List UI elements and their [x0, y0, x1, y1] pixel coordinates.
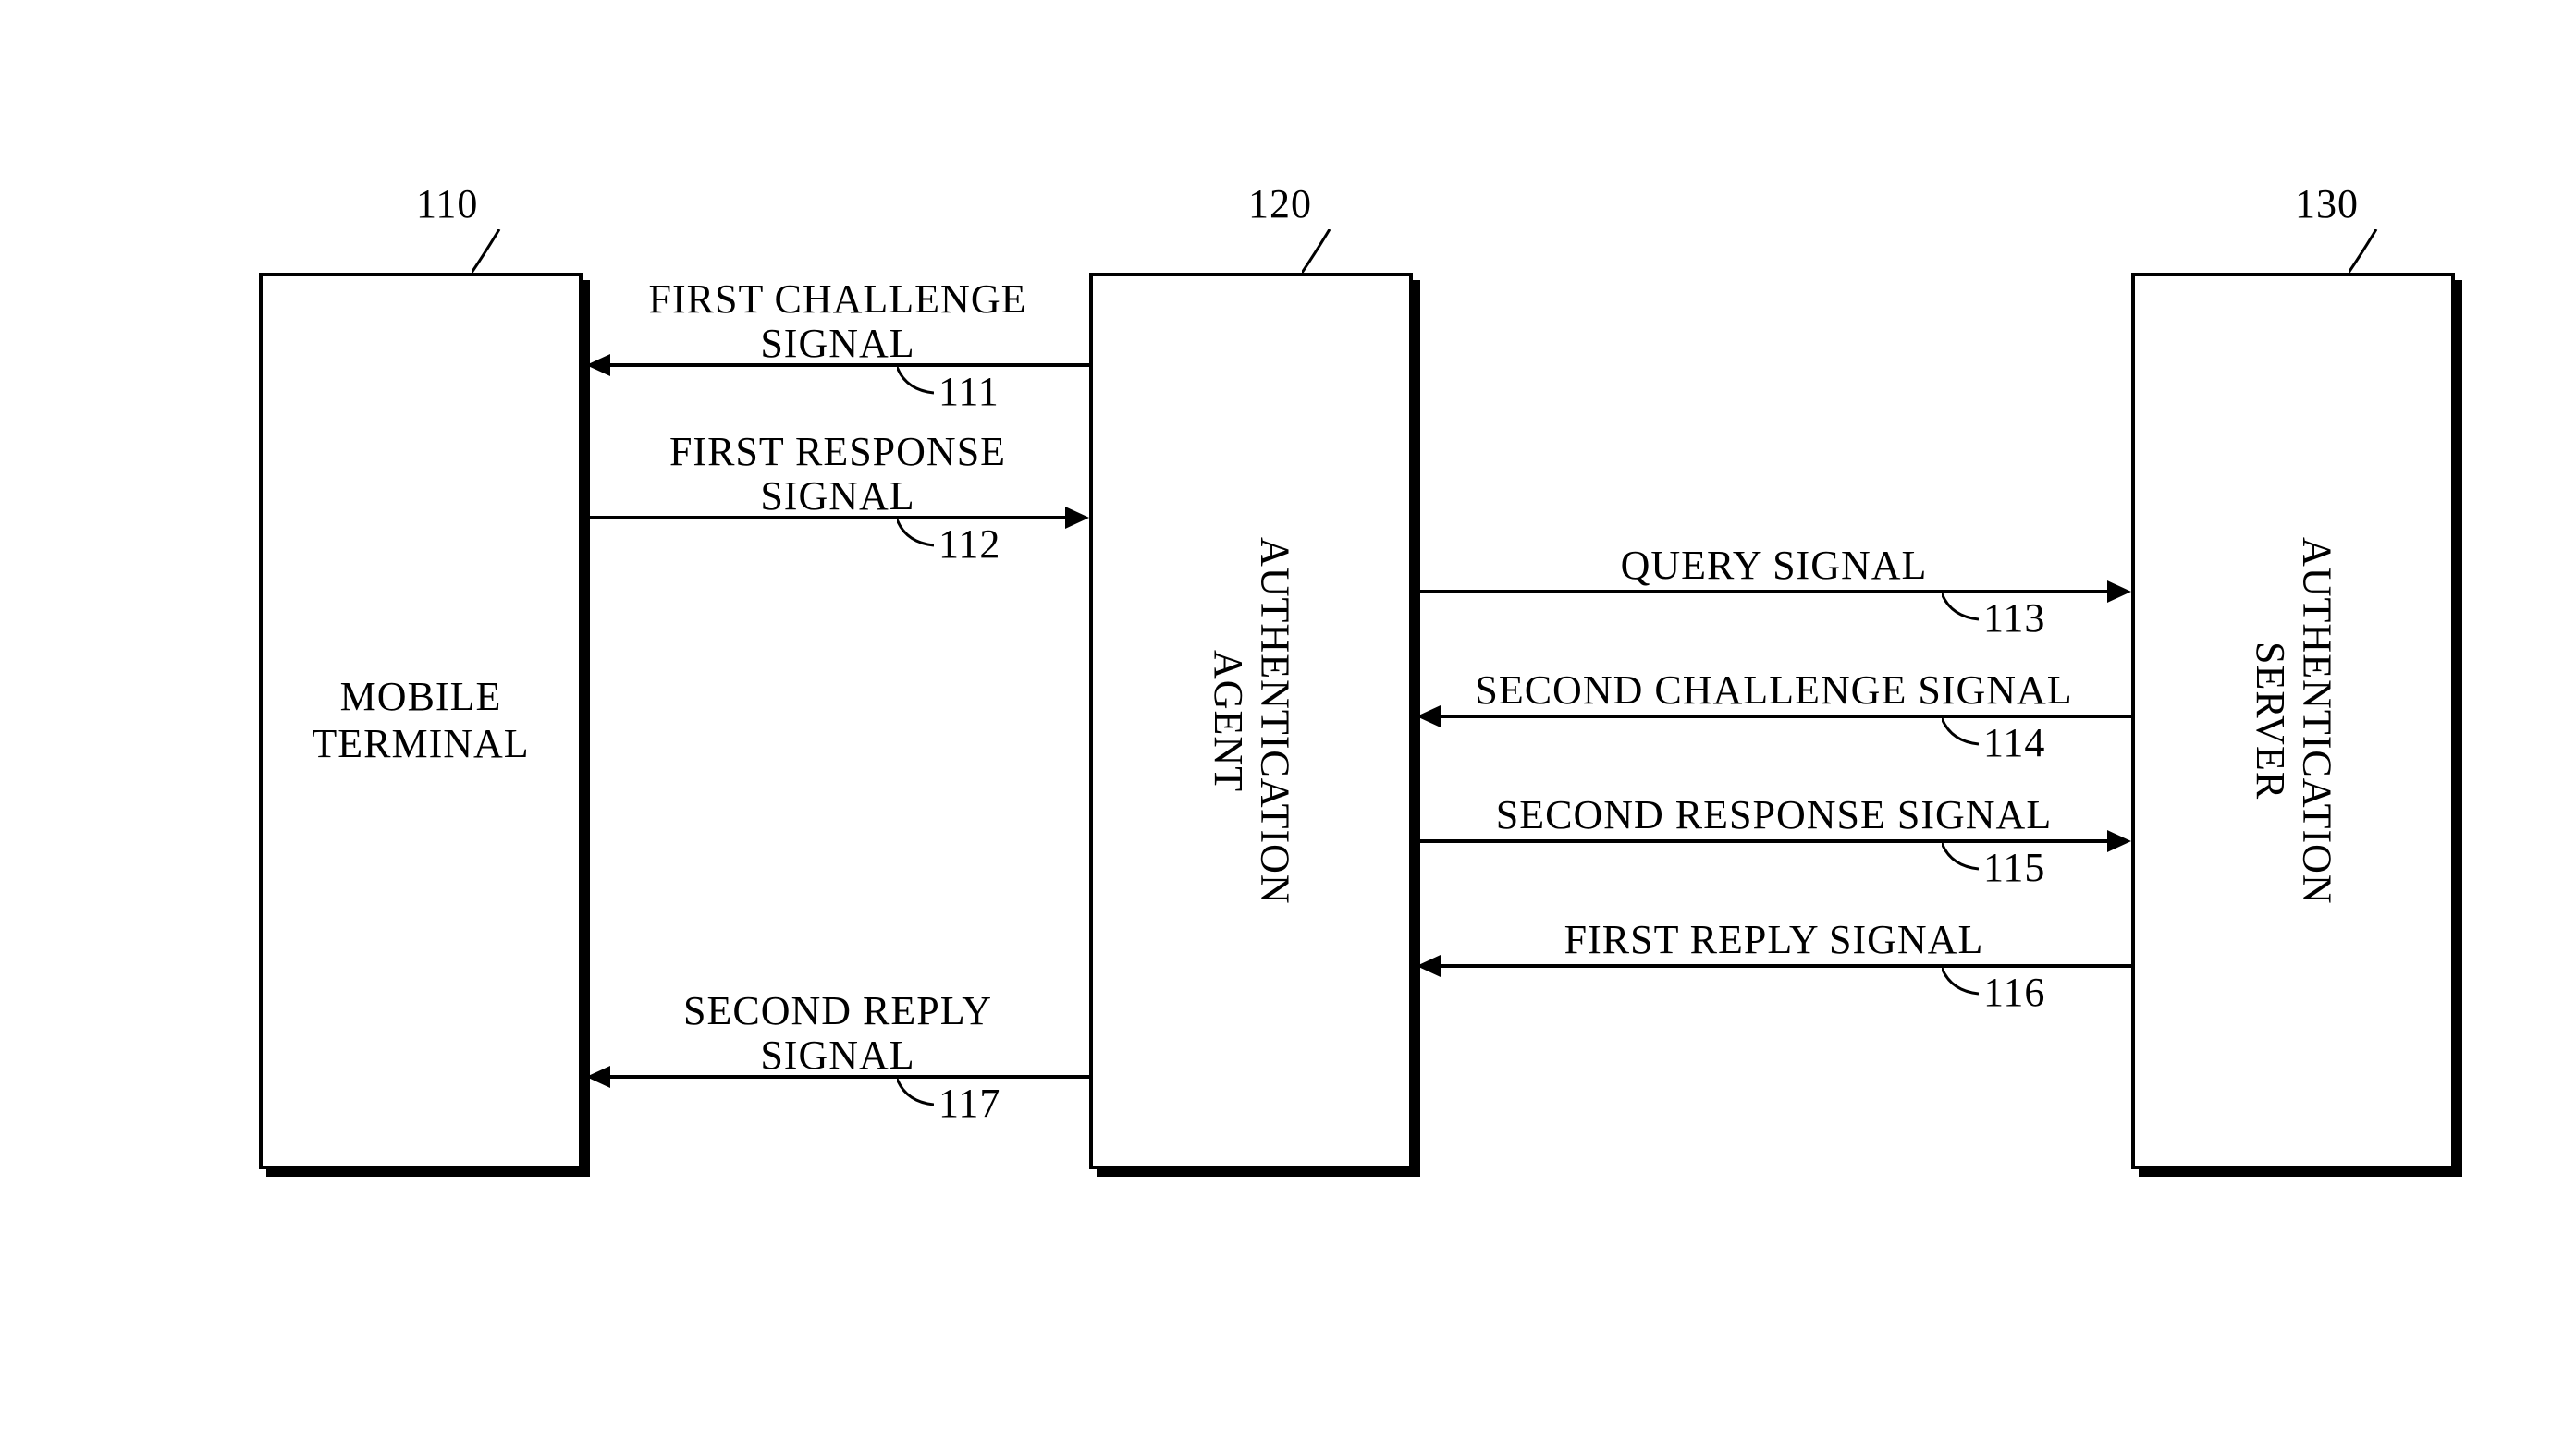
arrow-112-l2: SIGNAL: [760, 473, 914, 519]
arrow-113-line: [1417, 590, 2107, 593]
ref-114: 114: [1983, 719, 2045, 766]
arrow-117-l2: SIGNAL: [760, 1032, 914, 1078]
ref-curve-115: [1942, 843, 1979, 871]
ref-curve-111: [897, 367, 934, 395]
ref-curve-114: [1942, 718, 1979, 746]
arrow-112-label: FIRST RESPONSE SIGNAL: [586, 430, 1089, 519]
box-label-130-l2: SERVER: [2248, 641, 2293, 800]
ref-curve-113: [1942, 593, 1979, 621]
ref-113: 113: [1983, 594, 2045, 641]
box-mobile-terminal: MOBILE TERMINAL: [259, 273, 583, 1169]
box-label-110-l1: MOBILE: [340, 674, 502, 719]
sequence-diagram: MOBILE TERMINAL 110 AUTHENTICATION AGENT…: [0, 0, 2576, 1454]
lead-120: [1302, 229, 1357, 275]
ref-120: 120: [1248, 180, 1312, 227]
arrow-115-line: [1417, 839, 2107, 843]
arrow-114-line: [1441, 715, 2131, 718]
ref-curve-117: [897, 1079, 934, 1106]
arrow-112-l1: FIRST RESPONSE: [669, 429, 1006, 474]
arrow-117-l1: SECOND REPLY: [683, 988, 992, 1033]
box-label-110-l2: TERMINAL: [312, 721, 529, 766]
ref-111: 111: [938, 368, 1000, 415]
arrow-116-line: [1441, 964, 2131, 968]
box-auth-agent: AUTHENTICATION AGENT: [1089, 273, 1413, 1169]
box-label-120-l1: AUTHENTICATION: [1253, 537, 1298, 905]
box-label-130: AUTHENTICATION SERVER: [2246, 537, 2339, 905]
ref-116: 116: [1983, 969, 2045, 1016]
box-label-110: MOBILE TERMINAL: [312, 674, 529, 767]
ref-110: 110: [416, 180, 478, 227]
arrow-114-l1: SECOND CHALLENGE SIGNAL: [1475, 667, 2072, 713]
arrow-113-l1: QUERY SIGNAL: [1621, 543, 1928, 588]
lead-110: [472, 229, 527, 275]
arrow-115-label: SECOND RESPONSE SIGNAL: [1417, 793, 2131, 837]
box-auth-server: AUTHENTICATION SERVER: [2131, 273, 2455, 1169]
arrow-111-label: FIRST CHALLENGE SIGNAL: [586, 277, 1089, 367]
arrow-113-label: QUERY SIGNAL: [1417, 544, 2131, 588]
arrow-117-label: SECOND REPLY SIGNAL: [586, 989, 1089, 1079]
arrow-111-l1: FIRST CHALLENGE: [649, 276, 1027, 322]
arrow-116-label: FIRST REPLY SIGNAL: [1417, 918, 2131, 962]
ref-117: 117: [938, 1080, 1000, 1127]
ref-112: 112: [938, 520, 1000, 568]
ref-130: 130: [2295, 180, 2359, 227]
box-label-120: AUTHENTICATION AGENT: [1204, 537, 1297, 905]
ref-curve-116: [1942, 968, 1979, 996]
box-label-120-l2: AGENT: [1206, 650, 1251, 792]
box-label-130-l1: AUTHENTICATION: [2295, 537, 2340, 905]
arrow-116-l1: FIRST REPLY SIGNAL: [1564, 917, 1984, 962]
ref-curve-112: [897, 519, 934, 547]
arrow-114-label: SECOND CHALLENGE SIGNAL: [1417, 668, 2131, 713]
lead-130: [2349, 229, 2404, 275]
arrow-111-l2: SIGNAL: [760, 321, 914, 366]
arrow-115-l1: SECOND RESPONSE SIGNAL: [1496, 792, 2052, 837]
ref-115: 115: [1983, 844, 2045, 891]
